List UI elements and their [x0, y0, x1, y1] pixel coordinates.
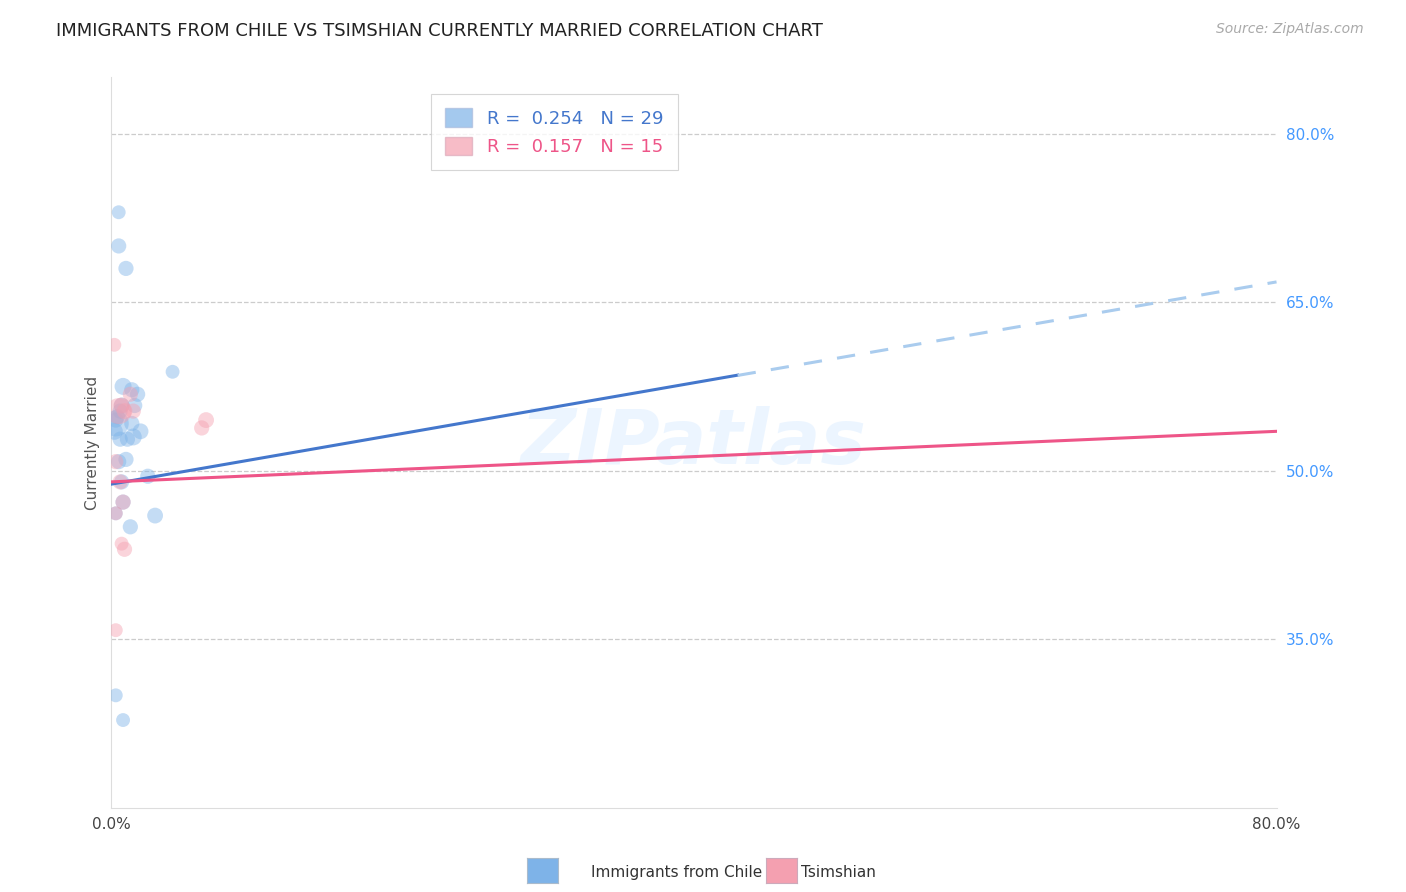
Point: [127, 387, 149, 401]
Point: [115, 452, 138, 467]
Point: [110, 399, 132, 413]
Point: [107, 205, 129, 219]
Point: [103, 425, 125, 439]
Point: [122, 430, 145, 444]
Point: [117, 432, 139, 446]
Point: [112, 495, 135, 509]
Text: IMMIGRANTS FROM CHILE VS TSIMSHIAN CURRENTLY MARRIED CORRELATION CHART: IMMIGRANTS FROM CHILE VS TSIMSHIAN CURRE…: [56, 22, 823, 40]
Y-axis label: Currently Married: Currently Married: [86, 376, 100, 509]
Point: [104, 413, 127, 427]
Point: [110, 536, 132, 550]
Point: [107, 455, 129, 469]
Point: [104, 417, 127, 431]
Text: Tsimshian: Tsimshian: [801, 865, 876, 880]
Point: [121, 383, 143, 397]
Text: Source: ZipAtlas.com: Source: ZipAtlas.com: [1216, 22, 1364, 37]
Point: [190, 421, 212, 435]
Point: [107, 239, 129, 253]
Point: [114, 404, 136, 418]
Point: [115, 261, 138, 276]
Point: [110, 399, 132, 413]
Point: [120, 520, 142, 534]
Point: [143, 508, 166, 523]
Point: [104, 506, 127, 520]
Point: [112, 713, 135, 727]
Point: [107, 404, 129, 418]
Point: [114, 542, 136, 557]
Point: [122, 404, 145, 418]
Text: Immigrants from Chile: Immigrants from Chile: [591, 865, 762, 880]
Point: [104, 506, 127, 520]
Point: [104, 623, 127, 637]
Point: [112, 495, 135, 509]
Point: [110, 475, 132, 489]
Point: [124, 399, 146, 413]
Point: [162, 365, 184, 379]
Point: [121, 417, 143, 431]
Point: [120, 387, 142, 401]
Point: [104, 689, 127, 703]
Point: [103, 338, 125, 352]
Point: [104, 455, 127, 469]
Point: [136, 469, 159, 483]
Point: [129, 425, 152, 439]
Text: ZIPatlas: ZIPatlas: [522, 406, 868, 480]
Point: [108, 475, 131, 489]
Point: [105, 409, 128, 424]
Legend: R =  0.254   N = 29, R =  0.157   N = 15: R = 0.254 N = 29, R = 0.157 N = 15: [430, 94, 678, 170]
Point: [108, 404, 131, 418]
Point: [108, 432, 131, 446]
Point: [112, 379, 135, 393]
Point: [195, 413, 218, 427]
